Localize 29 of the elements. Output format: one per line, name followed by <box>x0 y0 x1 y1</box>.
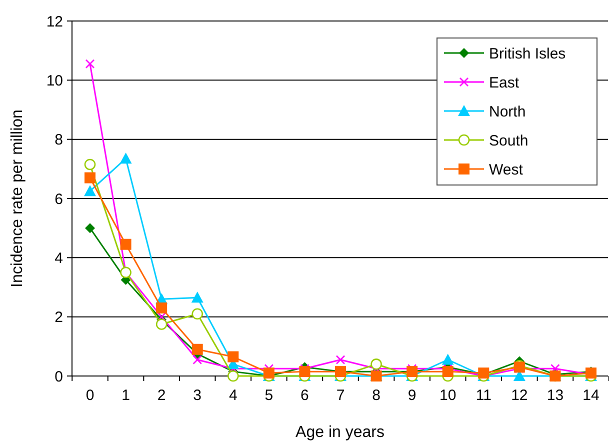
x-tick-label: 8 <box>372 387 380 404</box>
y-tick-label: 10 <box>46 72 63 90</box>
y-tick-label: 12 <box>46 13 63 30</box>
y-tick-label: 4 <box>54 250 63 267</box>
y-tick-label: 6 <box>54 190 63 208</box>
x-tick-label: 14 <box>582 387 600 404</box>
legend-label: British Isles <box>489 45 566 62</box>
x-axis-title: Age in years <box>296 424 384 441</box>
y-tick-label: 2 <box>54 309 63 326</box>
x-tick-label: 9 <box>408 387 416 404</box>
x-tick-label: 10 <box>440 387 456 404</box>
x-tick-label: 3 <box>193 387 202 404</box>
legend-label: East <box>489 74 520 92</box>
x-tick-label: 6 <box>300 387 309 404</box>
y-axis-title: Incidence rate per million <box>9 110 26 288</box>
y-tick-label: 0 <box>54 368 63 386</box>
legend-label: South <box>489 132 528 150</box>
legend-label: West <box>489 161 524 178</box>
x-tick-label: 5 <box>264 387 274 404</box>
x-tick-label: 4 <box>228 387 238 404</box>
x-tick-label: 7 <box>336 387 345 404</box>
x-tick-label: 12 <box>511 387 528 404</box>
legend-label: North <box>489 103 526 120</box>
x-tick-label: 0 <box>86 387 94 404</box>
x-tick-label: 11 <box>476 387 492 404</box>
x-tick-label: 13 <box>546 387 564 404</box>
x-tick-label: 1 <box>122 387 130 404</box>
y-tick-label: 8 <box>54 132 63 149</box>
x-tick-label: 2 <box>157 387 166 404</box>
